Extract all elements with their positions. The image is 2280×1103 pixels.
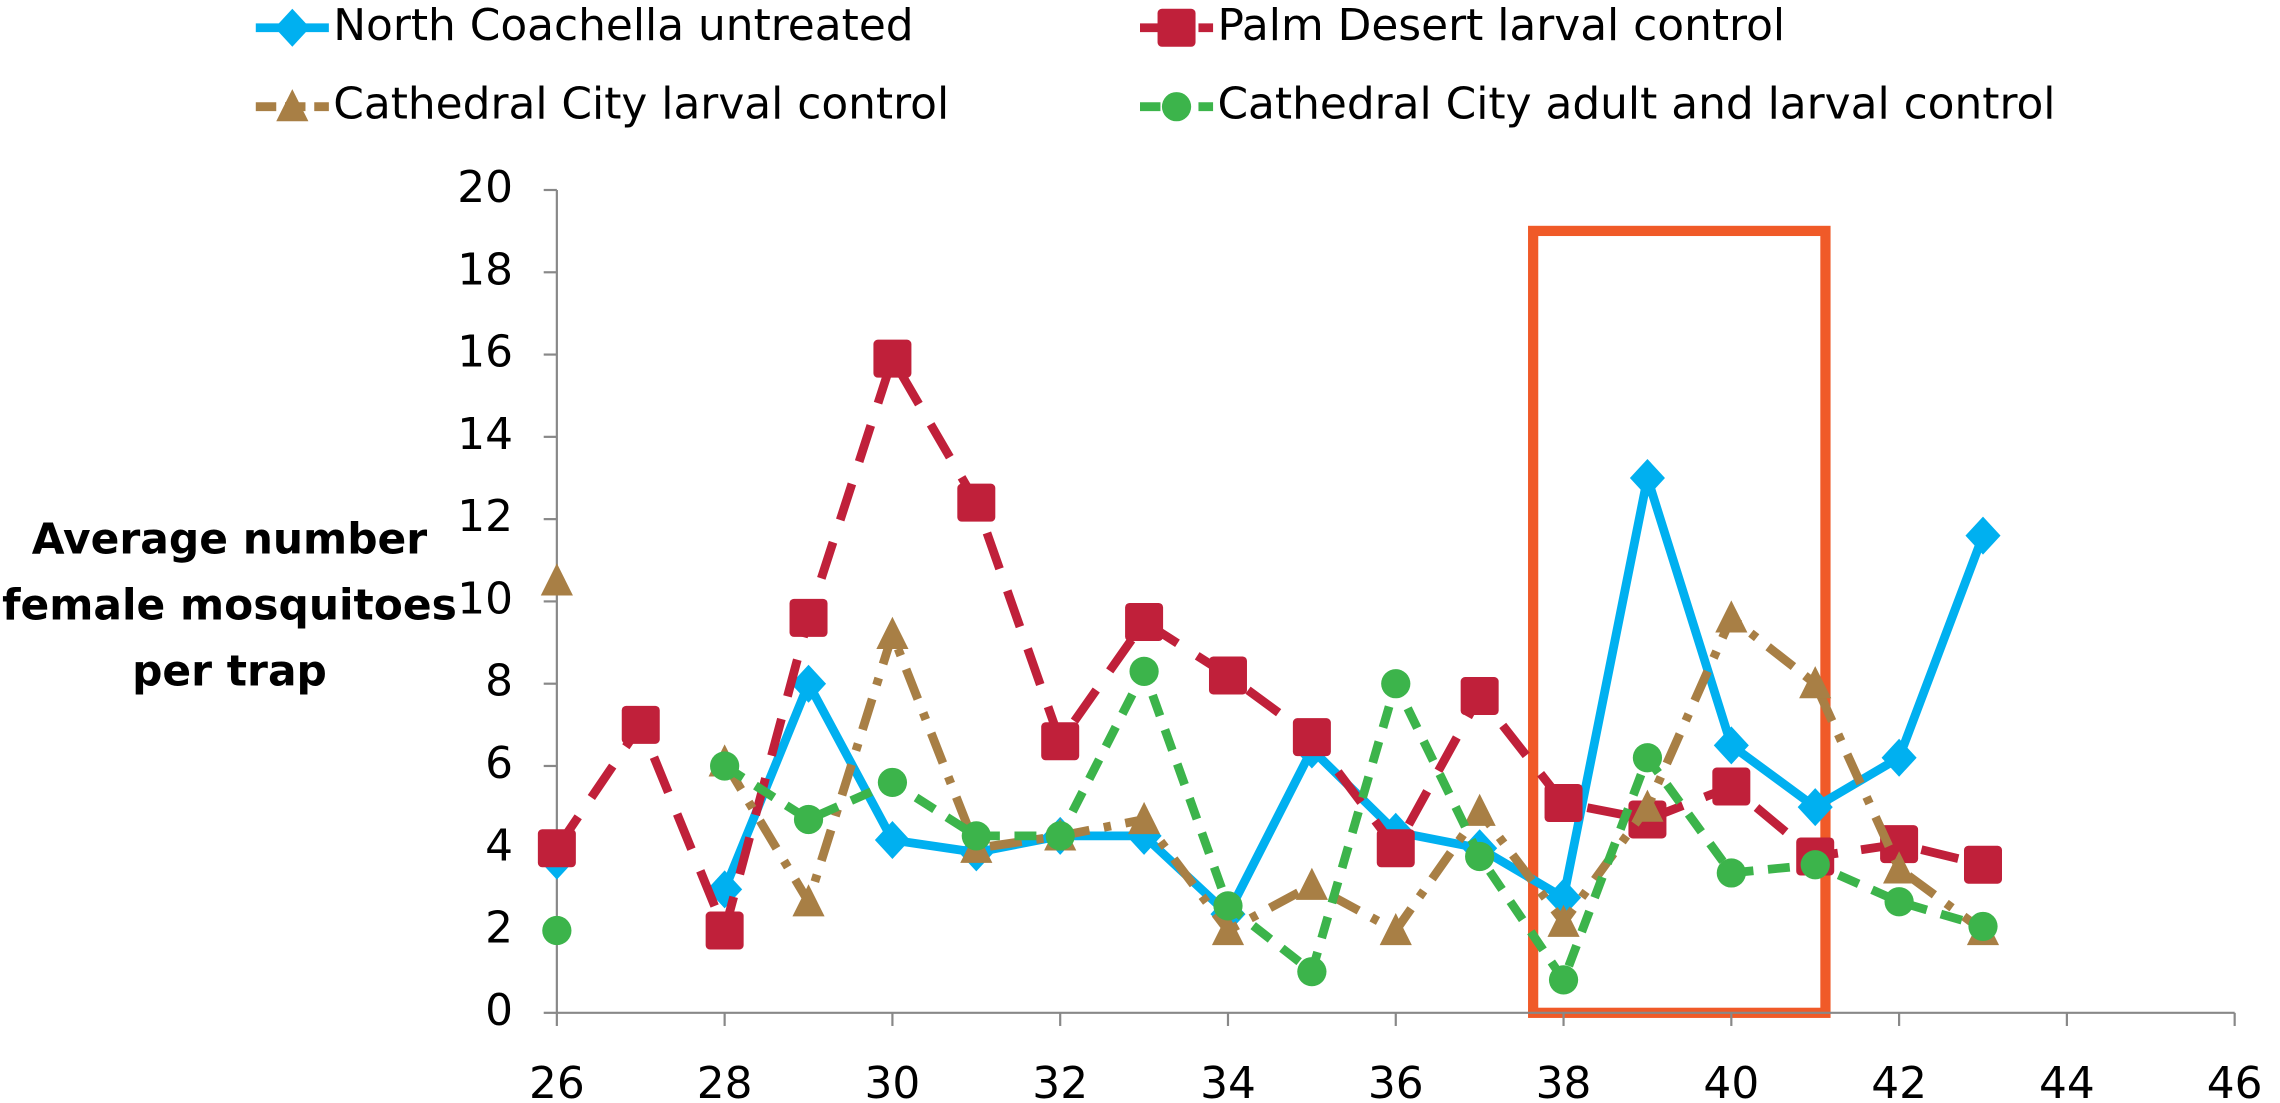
x-tick-label: 30: [865, 1058, 921, 1103]
marker: [1968, 911, 1998, 942]
marker: [1041, 722, 1080, 761]
marker: [1465, 841, 1495, 872]
marker: [537, 829, 576, 868]
marker: [1799, 666, 1832, 699]
legend-label: North Coachella untreated: [333, 0, 913, 51]
marker: [1715, 600, 1748, 633]
marker: [1632, 743, 1663, 773]
marker: [1460, 677, 1499, 716]
legend-label: Palm Desert larval control: [1217, 0, 1785, 51]
x-tick-label: 26: [529, 1058, 585, 1103]
marker: [1880, 825, 1919, 864]
series-line: [720, 613, 1986, 935]
marker: [1884, 887, 1914, 917]
marker: [540, 563, 573, 596]
y-tick-label: 6: [485, 738, 513, 789]
marker: [793, 804, 824, 835]
marker: [1548, 965, 1579, 995]
marker: [1376, 829, 1415, 868]
marker: [1713, 726, 1749, 765]
marker: [1045, 821, 1075, 851]
legend-marker: [1157, 8, 1196, 47]
marker: [789, 598, 828, 637]
marker: [1546, 878, 1582, 917]
marker: [710, 751, 740, 781]
marker: [1125, 602, 1164, 641]
y-tick-label: 20: [457, 162, 513, 213]
marker: [1297, 957, 1327, 987]
marker: [621, 705, 660, 744]
legend-marker: [276, 89, 309, 122]
x-tick-label: 44: [2039, 1058, 2095, 1103]
x-tick-label: 38: [1536, 1058, 1592, 1103]
marker: [1381, 669, 1411, 699]
marker: [792, 884, 825, 917]
marker: [1547, 904, 1580, 937]
y-tick-label: 0: [485, 985, 513, 1036]
marker: [1379, 913, 1412, 946]
marker: [1800, 850, 1830, 880]
marker: [1295, 867, 1328, 900]
x-tick-label: 34: [1200, 1058, 1256, 1103]
marker: [877, 767, 908, 798]
x-tick-label: 36: [1368, 1058, 1424, 1103]
marker: [1712, 767, 1751, 806]
y-tick-label: 10: [457, 573, 513, 624]
legend-label: Cathedral City adult and larval control: [1217, 79, 2055, 130]
y-tick-label: 12: [457, 491, 513, 542]
series-line: [722, 666, 1985, 985]
x-tick-label: 40: [1703, 1058, 1759, 1103]
x-tick-label: 42: [1871, 1058, 1927, 1103]
marker: [1213, 891, 1243, 921]
marker: [1292, 718, 1331, 757]
marker: [1883, 851, 1916, 884]
y-tick-label: 16: [457, 327, 513, 378]
marker: [1716, 858, 1746, 888]
y-tick-label: 8: [485, 656, 513, 707]
marker: [1629, 458, 1665, 497]
marker: [705, 911, 744, 950]
marker: [957, 483, 996, 522]
y-axis-label: Average number: [32, 515, 428, 564]
marker: [873, 339, 912, 378]
x-tick-label: 46: [2207, 1058, 2263, 1103]
marker: [790, 664, 827, 703]
marker: [1797, 788, 1833, 827]
marker: [1631, 789, 1664, 822]
marker: [1208, 656, 1247, 695]
marker: [1211, 913, 1245, 946]
marker: [1963, 845, 2002, 884]
legend-marker: [274, 8, 310, 47]
series-line: [553, 354, 1985, 935]
marker: [961, 821, 991, 851]
y-tick-label: 18: [457, 244, 513, 295]
marker: [1965, 516, 2001, 555]
marker: [1128, 801, 1161, 835]
y-axis-label: female mosquitoes: [2, 580, 457, 629]
y-axis-label: per trap: [132, 646, 327, 695]
y-tick-label: 2: [485, 903, 513, 954]
marker: [876, 616, 909, 649]
marker: [874, 821, 910, 860]
marker: [542, 915, 572, 946]
x-tick-label: 32: [1032, 1058, 1088, 1103]
legend-label: Cathedral City larval control: [333, 79, 949, 130]
marker: [1463, 793, 1496, 826]
legend-marker: [1161, 92, 1192, 122]
marker: [1129, 656, 1159, 686]
y-tick-label: 4: [485, 820, 513, 871]
y-tick-label: 14: [457, 409, 513, 460]
marker: [1881, 738, 1917, 777]
marker: [1544, 784, 1583, 823]
x-tick-label: 28: [697, 1058, 753, 1103]
